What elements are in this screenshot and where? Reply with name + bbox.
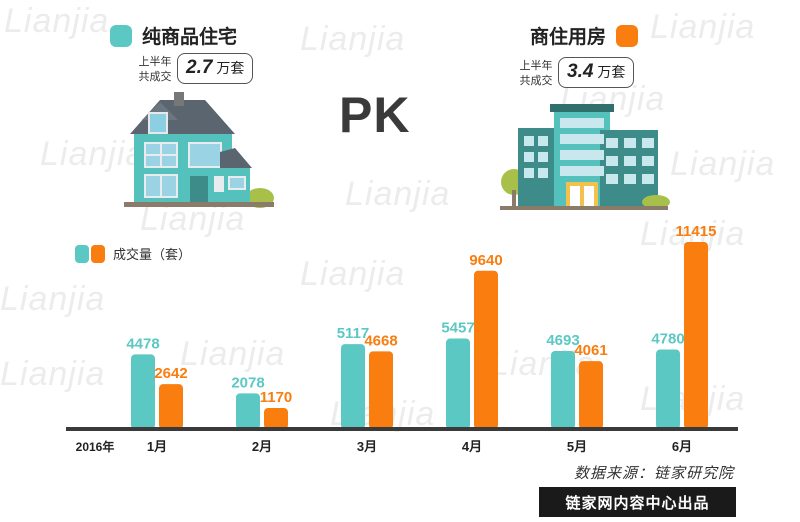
stat-label: 上半年 共成交 (133, 54, 177, 84)
x-tick-label: 3月 (357, 439, 377, 454)
watermark: Lianjia (490, 345, 596, 383)
stat-box: 2.7 万套 (177, 53, 254, 84)
building-illustration (500, 104, 670, 210)
x-tick-label: 1月 (147, 439, 167, 454)
bar (551, 350, 575, 429)
bar (131, 354, 155, 429)
bar (369, 351, 393, 429)
stat-value: 3.4 (567, 61, 594, 82)
stat-label-line2: 共成交 (519, 73, 553, 87)
watermark: Lianjia (650, 8, 756, 46)
stat-label-line2: 共成交 (138, 69, 172, 83)
bar (684, 242, 708, 429)
watermark: Lianjia (180, 335, 286, 373)
year-label: 2016年 (76, 439, 115, 454)
stat-label-line1: 上半年 (138, 54, 172, 68)
stat-value: 2.7 (186, 57, 213, 78)
data-label: 4478 (126, 335, 159, 352)
watermark: Lianjia (40, 135, 146, 173)
data-label: 2642 (154, 365, 187, 382)
bar (474, 270, 498, 429)
watermark: Lianjia (670, 145, 776, 183)
data-label: 4061 (574, 342, 607, 359)
data-label: 4693 (546, 332, 579, 349)
x-tick-label: 2月 (252, 439, 272, 454)
source-note: 数据来源：链家研究院 (573, 464, 734, 482)
data-label: 4668 (364, 332, 397, 349)
x-tick-label: 5月 (567, 439, 587, 454)
legend-label: 商住用房 (530, 26, 607, 48)
legend-item-commercial-residential: 商住用房 (530, 22, 639, 49)
data-label: 11415 (676, 223, 717, 240)
chart-legend-swatch (75, 244, 89, 263)
legend-item-residential: 纯商品住宅 (110, 22, 237, 49)
bar (236, 393, 260, 429)
data-label: 9640 (469, 252, 502, 269)
bar (264, 408, 288, 429)
watermark: Lianjia (345, 175, 451, 213)
chart-legend-label: 成交量（套） (113, 248, 192, 263)
bar (446, 338, 470, 429)
house-illustration (124, 92, 274, 208)
legend-swatch (110, 24, 132, 47)
x-axis (66, 427, 738, 431)
chart-legend-swatch (91, 244, 105, 263)
stat-label: 上半年 共成交 (514, 58, 558, 88)
pk-label: PK (339, 87, 411, 143)
stat-label-line1: 上半年 (519, 58, 553, 72)
watermark: Lianjia (300, 20, 406, 58)
stat-unit: 万套 (216, 61, 245, 77)
legend-label: 纯商品住宅 (142, 26, 238, 48)
stat-residential: 上半年 共成交 2.7 万套 (133, 53, 254, 84)
x-tick-label: 4月 (462, 439, 482, 454)
stat-commercial-residential: 上半年 共成交 3.4 万套 (514, 57, 635, 88)
stat-box: 3.4 万套 (558, 57, 635, 88)
producer-banner: 链家网内容中心出品 (539, 487, 736, 517)
data-label: 2078 (231, 374, 264, 391)
watermark: Lianjia (4, 2, 110, 40)
legend-swatch (616, 24, 639, 47)
bar (656, 349, 680, 429)
watermark: Lianjia (300, 255, 406, 293)
chart-legend: 成交量（套） (75, 244, 191, 263)
bar (159, 384, 183, 429)
bar (341, 344, 365, 429)
data-label: 4780 (651, 331, 684, 348)
data-label: 5457 (441, 320, 474, 337)
bar (579, 361, 603, 429)
data-label: 1170 (260, 389, 293, 406)
stat-unit: 万套 (597, 65, 626, 81)
watermark: Lianjia (0, 280, 106, 318)
x-tick-label: 6月 (672, 439, 692, 454)
data-label: 5117 (337, 325, 370, 342)
watermark: Lianjia (0, 355, 106, 393)
